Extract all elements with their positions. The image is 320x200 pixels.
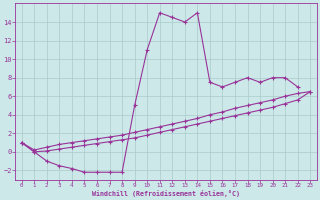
X-axis label: Windchill (Refroidissement éolien,°C): Windchill (Refroidissement éolien,°C) <box>92 190 240 197</box>
